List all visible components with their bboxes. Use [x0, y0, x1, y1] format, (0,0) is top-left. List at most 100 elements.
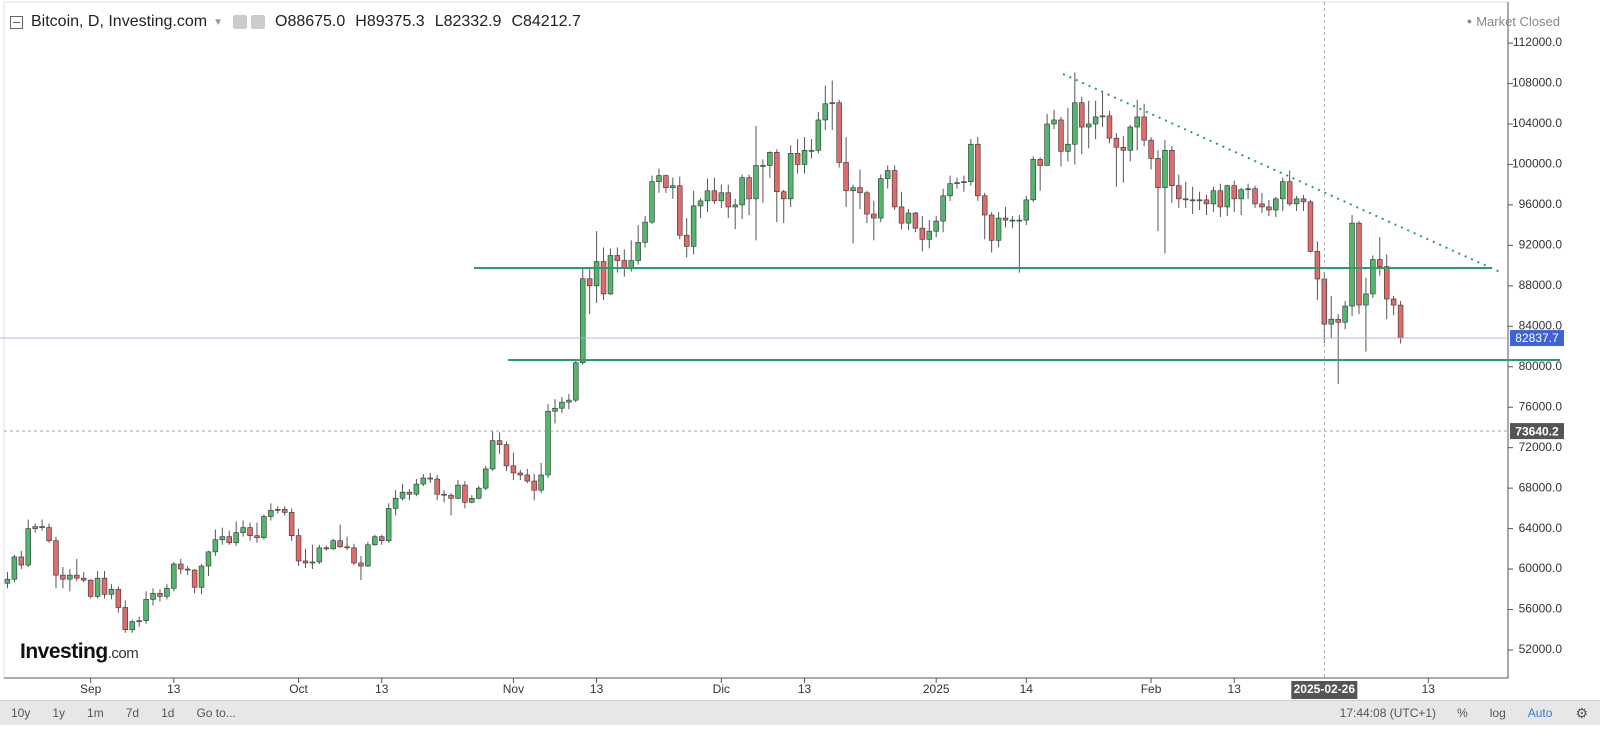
candle-body: [1169, 149, 1175, 186]
candle-body: [933, 220, 939, 232]
ranges: 10y 1y 1m 7d 1d: [0, 706, 185, 720]
candle-body: [586, 278, 593, 287]
ohlc-value: 88675.0: [287, 13, 346, 30]
candle-body: [801, 149, 808, 165]
logo: Investing.com: [20, 640, 139, 664]
candle-body: [337, 540, 343, 548]
candle-body: [1058, 119, 1064, 152]
candle-body: [1127, 126, 1133, 151]
candle-body: [871, 213, 877, 219]
goto-button[interactable]: Go to...: [196, 706, 236, 720]
candle-body: [275, 509, 281, 511]
candle-body: [365, 544, 371, 567]
option-button[interactable]: Auto: [1527, 706, 1553, 720]
settings-button[interactable]: ⚙: [1575, 704, 1588, 721]
candle-body: [690, 205, 697, 247]
candle-body: [1099, 115, 1106, 118]
candle-body: [628, 260, 634, 268]
candle-body: [566, 399, 572, 403]
candle-body: [1065, 143, 1071, 152]
candle-body: [240, 527, 246, 533]
candles: [4, 72, 1404, 633]
candle-body: [101, 577, 108, 595]
candle-body: [753, 165, 759, 200]
candle-body: [358, 562, 364, 567]
candle-body: [399, 491, 406, 499]
camera-icon[interactable]: [232, 15, 247, 29]
y-tick-label: 100000.0: [1512, 157, 1562, 171]
candle-body: [711, 190, 718, 202]
candle-body: [829, 102, 835, 105]
header: Bitcoin, D, Investing.com ▼ O88675.0 H893…: [10, 13, 585, 31]
candle-body: [330, 540, 336, 550]
candle-body: [961, 181, 967, 183]
candle-body: [171, 563, 177, 589]
candle-body: [25, 528, 31, 566]
candle-body: [1363, 293, 1369, 306]
option-button[interactable]: %: [1457, 706, 1468, 720]
candle-body: [1231, 185, 1237, 200]
candle-body: [787, 153, 794, 200]
x-tick-label: 13: [167, 682, 181, 696]
candle-body: [794, 153, 801, 165]
candle-body: [448, 494, 454, 499]
candle-body: [441, 493, 447, 496]
candle-body: [926, 230, 932, 240]
candle-body: [898, 206, 905, 224]
y-tick-label: 52000.0: [1519, 642, 1563, 656]
y-tick-label: 72000.0: [1519, 440, 1563, 454]
logo-suffix: .com: [107, 645, 139, 662]
candle-body: [94, 577, 101, 597]
range-button[interactable]: 1y: [52, 706, 66, 720]
symbol-title: Bitcoin, D, Investing.com: [31, 13, 208, 30]
candle-body: [940, 195, 946, 222]
ohlc: O88675.0 H89375.3 L82332.9 C84212.7: [269, 13, 585, 31]
candle-body: [843, 162, 849, 192]
x-tick-label: 2025: [923, 682, 950, 696]
candle-body: [316, 547, 323, 563]
ohlc-key: L: [434, 13, 444, 30]
candle-body: [1016, 219, 1023, 222]
candle-body: [1051, 119, 1057, 125]
collapse-icon[interactable]: [10, 15, 23, 29]
candle-body: [1273, 198, 1279, 211]
candle-body: [268, 510, 274, 517]
candle-body: [531, 480, 537, 491]
candle-body: [593, 261, 600, 287]
candle-body: [912, 212, 919, 229]
candle-body: [1072, 102, 1078, 145]
candle-body: [1176, 185, 1182, 200]
candle-body: [857, 187, 863, 194]
candle-body: [1134, 116, 1140, 128]
plot-area: [3, 1, 1509, 679]
crosshair-y-tag: [1510, 423, 1564, 440]
candle-body: [884, 170, 891, 179]
candle-body: [649, 181, 655, 223]
candle-body: [1141, 116, 1147, 141]
candle-body: [683, 234, 690, 247]
candle-body: [635, 242, 641, 261]
candle-body: [981, 195, 988, 216]
candle-body: [1203, 199, 1210, 205]
settings-icon[interactable]: [250, 15, 265, 29]
x-tick-label: Oct: [289, 682, 308, 696]
x-tick-label: 13: [1228, 682, 1242, 696]
range-button[interactable]: 1m: [87, 706, 104, 720]
candle-body: [573, 362, 579, 401]
candle-body: [469, 497, 475, 503]
candle-body: [420, 477, 427, 485]
candle-body: [1356, 222, 1362, 306]
candle-body: [1266, 206, 1272, 211]
range-button[interactable]: 10y: [11, 706, 31, 720]
candle-body: [1182, 198, 1189, 201]
dropdown[interactable]: ▼: [213, 16, 223, 28]
range-button[interactable]: 1d: [161, 706, 175, 720]
last-price-label: 82837.7: [1515, 331, 1559, 345]
range-button[interactable]: 7d: [125, 706, 140, 720]
candle-body: [905, 212, 912, 224]
candle-body: [545, 410, 551, 476]
option-button[interactable]: log: [1489, 706, 1506, 720]
candle-body: [351, 547, 357, 564]
candle-body: [704, 190, 711, 202]
candle-body: [392, 497, 399, 509]
